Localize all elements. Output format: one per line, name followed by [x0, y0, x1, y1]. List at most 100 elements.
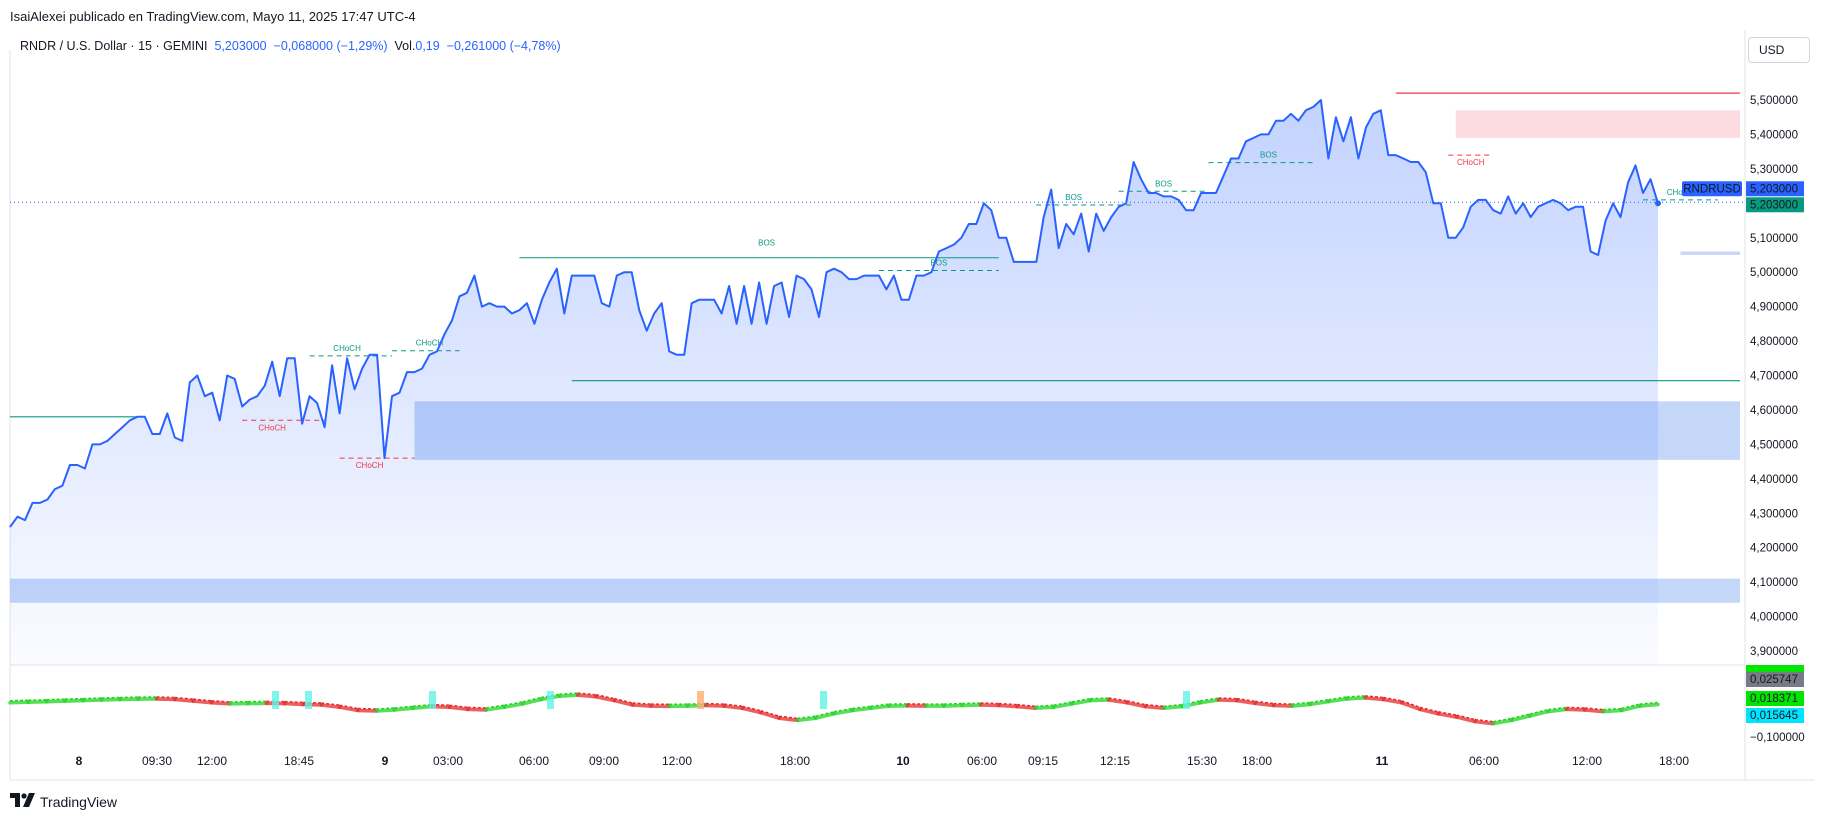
oscillator-signal-segment: [101, 696, 120, 699]
oscillator-signal-segment: [504, 701, 523, 706]
price-tick-label: 5,300000: [1750, 164, 1798, 176]
price-tick-label: 4,100000: [1750, 577, 1798, 589]
oscillator-segment: [282, 701, 305, 707]
oscillator-segment: [1454, 715, 1477, 724]
oscillator-signal-segment: [1419, 706, 1439, 713]
osc-axis-label-bg: [1746, 691, 1804, 706]
price-tick-label: 5,100000: [1750, 233, 1798, 245]
oscillator-segment: [1601, 708, 1624, 714]
price-tick-label: 4,600000: [1750, 405, 1798, 417]
osc-axis-label-bg: [1746, 672, 1804, 687]
oscillator-signal-segment: [1291, 701, 1311, 705]
oscillator-segment: [44, 699, 67, 704]
annotation-label-bos: BOS: [1155, 179, 1172, 188]
time-tick-label: 18:00: [1659, 754, 1689, 768]
oscillator-signal-segment: [83, 697, 102, 700]
symbol-tag-text: RNDRUSD: [1683, 183, 1741, 195]
oscillator-segment: [777, 716, 800, 723]
close-price-axis-label: 5,203000: [1750, 199, 1798, 211]
time-tick-label: 09:30: [142, 754, 172, 768]
oscillator-segment: [813, 712, 836, 720]
oscillator-segment: [1070, 698, 1093, 706]
tradingview-logo[interactable]: TradingView: [10, 793, 117, 810]
last-point-marker: [1655, 200, 1661, 207]
oscillator-signal-segment: [321, 702, 340, 706]
oscillator-signal-segment: [302, 701, 322, 704]
time-tick-label: 12:00: [197, 754, 227, 768]
annotation-label-bos: BOS: [758, 239, 775, 248]
oscillator-segment: [1143, 704, 1166, 711]
oscillator-segment: [154, 697, 177, 702]
time-tick-label: 12:00: [1572, 754, 1602, 768]
oscillator-segment: [704, 703, 726, 708]
oscillator-segment: [173, 697, 195, 703]
price-tick-label: 4,200000: [1750, 543, 1798, 555]
oscillator-signal-segment: [339, 704, 359, 710]
price-line: [9, 99, 1659, 528]
last-price-green-bg: [1746, 197, 1804, 213]
oscillator-segment: [1637, 702, 1660, 708]
oscillator-signal-segment: [852, 705, 871, 710]
oscillator-segment: [447, 705, 470, 712]
oscillator-segment: [392, 706, 415, 712]
oscillator-signal-segment: [211, 700, 230, 703]
oscillator-marker: [697, 691, 704, 709]
time-tick-label: 06:00: [1469, 754, 1499, 768]
volume-label: Vol.: [394, 39, 416, 53]
oscillator-segment: [63, 698, 85, 703]
oscillator-signal-segment: [614, 697, 633, 704]
volume-value: 0,19: [415, 39, 440, 53]
symbol-legend[interactable]: RNDR / U.S. Dollar · 15 · GEMINI 5,20300…: [20, 39, 561, 53]
time-tick-label: 03:00: [433, 754, 463, 768]
oscillator-segment: [575, 693, 598, 699]
oscillator-segment: [942, 703, 964, 708]
oscillator-signal-segment: [1364, 695, 1384, 699]
oscillator-signal-segment: [1053, 701, 1073, 706]
time-tick-label: 09:00: [589, 754, 619, 768]
osc-axis-label: 0,015645: [1750, 710, 1798, 722]
oscillator-segment: [209, 701, 232, 706]
oscillator-segment: [997, 703, 1019, 709]
oscillator-signal-segment: [1218, 697, 1237, 700]
oscillator-segment: [1399, 701, 1422, 712]
oscillator-signal-segment: [815, 711, 835, 717]
oscillator-marker: [272, 691, 279, 709]
oscillator-signal-segment: [980, 702, 999, 705]
oscillator-signal-segment: [1236, 697, 1256, 703]
oscillator-segment: [1528, 709, 1550, 718]
oscillator-segment: [1088, 698, 1111, 703]
oscillator-signal-segment: [1438, 711, 1457, 716]
time-tick-label: 12:15: [1100, 754, 1130, 768]
zone-demand_thin-3: [1680, 251, 1740, 255]
oscillator-segment: [1253, 701, 1276, 708]
oscillator-segment: [1418, 707, 1441, 716]
symbol-name: RNDR / U.S. Dollar · 15 · GEMINI: [20, 39, 208, 53]
oscillator-segment: [502, 702, 525, 709]
oscillator-signal-segment: [394, 705, 413, 709]
oscillator-signal-segment: [431, 703, 450, 706]
oscillator-signal-segment: [1309, 698, 1329, 704]
annotation-label-bos: BOS: [1065, 193, 1082, 202]
oscillator-marker: [429, 691, 436, 709]
time-tick-label: 18:45: [284, 754, 314, 768]
oscillator-segment: [1106, 698, 1129, 705]
time-tick-label: 12:00: [662, 754, 692, 768]
volume-change: −0,261000 (−4,78%): [446, 39, 561, 53]
oscillator-signal-segment: [1163, 703, 1182, 708]
price-tick-label: 4,300000: [1750, 508, 1798, 520]
publisher-line: IsaiAlexei publicado en TradingView.com,…: [10, 9, 416, 24]
oscillator-signal-segment: [724, 703, 743, 708]
oscillator-segment: [832, 708, 855, 716]
annotation-label-choch: CHoCH: [356, 461, 384, 470]
oscillator-segment: [8, 700, 31, 705]
currency-button[interactable]: USD: [1748, 37, 1810, 63]
price-tick-label: 5,500000: [1750, 95, 1798, 107]
oscillator-signal-segment: [1108, 697, 1128, 702]
oscillator-signal-segment: [412, 703, 432, 708]
oscillator-signal-segment: [156, 696, 175, 699]
oscillator-segment: [81, 698, 104, 703]
oscillator-segment: [466, 707, 488, 712]
oscillator-signal-segment: [1126, 700, 1146, 706]
oscillator-segment: [1235, 698, 1257, 706]
